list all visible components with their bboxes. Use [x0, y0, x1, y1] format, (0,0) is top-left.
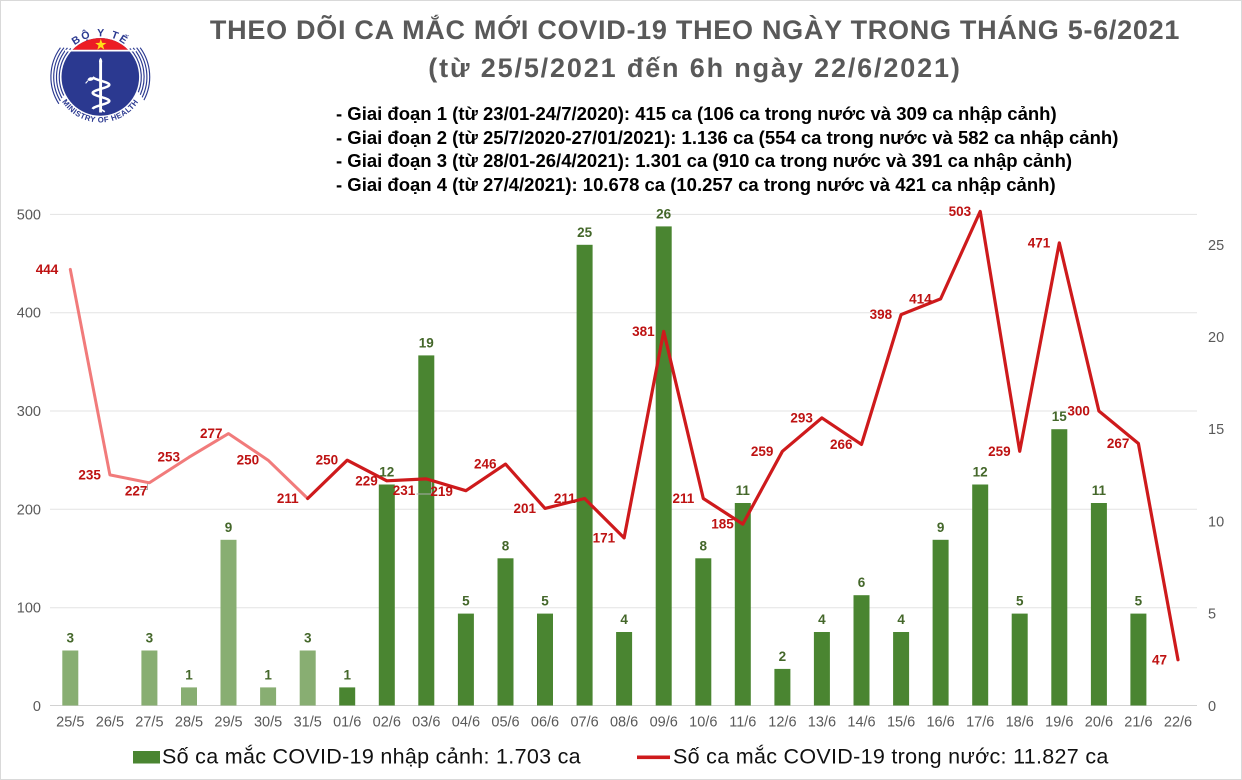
svg-text:09/6: 09/6 — [650, 715, 678, 731]
svg-text:100: 100 — [17, 601, 41, 617]
svg-text:31/5: 31/5 — [294, 715, 322, 731]
svg-text:231: 231 — [393, 483, 416, 498]
svg-text:5: 5 — [541, 594, 549, 609]
svg-text:14/6: 14/6 — [847, 715, 875, 731]
svg-text:266: 266 — [830, 437, 853, 452]
svg-text:26/5: 26/5 — [96, 715, 124, 731]
svg-text:10/6: 10/6 — [689, 715, 717, 731]
svg-text:03/6: 03/6 — [412, 715, 440, 731]
svg-text:219: 219 — [430, 484, 453, 499]
svg-text:227: 227 — [125, 483, 148, 498]
svg-text:27/5: 27/5 — [135, 715, 163, 731]
svg-text:8: 8 — [700, 538, 708, 553]
svg-text:201: 201 — [513, 501, 536, 516]
svg-text:19: 19 — [419, 335, 434, 350]
svg-text:15: 15 — [1052, 409, 1068, 424]
svg-text:8: 8 — [502, 538, 510, 553]
svg-text:47: 47 — [1152, 652, 1167, 667]
svg-text:3: 3 — [304, 631, 312, 646]
svg-text:1: 1 — [343, 667, 351, 682]
svg-text:10: 10 — [1208, 514, 1224, 530]
svg-text:0: 0 — [33, 699, 41, 715]
svg-text:07/6: 07/6 — [570, 715, 598, 731]
svg-text:15/6: 15/6 — [887, 715, 915, 731]
svg-text:06/6: 06/6 — [531, 715, 559, 731]
svg-text:Số ca mắc COVID-19 trong nước:: Số ca mắc COVID-19 trong nước: 11.827 ca — [673, 744, 1109, 769]
svg-text:02/6: 02/6 — [373, 715, 401, 731]
svg-text:18/6: 18/6 — [1006, 715, 1034, 731]
svg-text:25: 25 — [1208, 238, 1224, 254]
svg-text:5: 5 — [1208, 607, 1216, 623]
svg-text:4: 4 — [818, 612, 826, 627]
svg-text:9: 9 — [937, 520, 945, 535]
svg-text:5: 5 — [1135, 594, 1143, 609]
svg-text:503: 503 — [949, 204, 972, 219]
svg-text:246: 246 — [474, 457, 497, 472]
svg-text:3: 3 — [67, 631, 75, 646]
svg-text:25/5: 25/5 — [56, 715, 84, 731]
svg-text:30/5: 30/5 — [254, 715, 282, 731]
svg-text:300: 300 — [1067, 404, 1090, 419]
svg-text:13/6: 13/6 — [808, 715, 836, 731]
svg-text:20: 20 — [1208, 330, 1224, 346]
svg-text:9: 9 — [225, 520, 233, 535]
svg-text:300: 300 — [17, 404, 41, 420]
svg-text:259: 259 — [751, 444, 774, 459]
svg-text:11/6: 11/6 — [729, 715, 756, 731]
svg-text:229: 229 — [355, 473, 378, 488]
svg-text:267: 267 — [1107, 436, 1130, 451]
svg-text:250: 250 — [316, 453, 339, 468]
svg-text:400: 400 — [17, 306, 41, 322]
svg-text:235: 235 — [78, 467, 101, 482]
svg-text:171: 171 — [593, 530, 616, 545]
svg-text:20/6: 20/6 — [1085, 715, 1113, 731]
svg-text:08/6: 08/6 — [610, 715, 638, 731]
svg-text:12/6: 12/6 — [768, 715, 796, 731]
svg-text:21/6: 21/6 — [1124, 715, 1152, 731]
svg-text:15: 15 — [1208, 422, 1224, 438]
svg-text:253: 253 — [157, 450, 180, 465]
svg-text:28/5: 28/5 — [175, 715, 203, 731]
svg-text:4: 4 — [620, 612, 628, 627]
svg-text:381: 381 — [632, 324, 655, 339]
svg-text:259: 259 — [988, 444, 1011, 459]
svg-text:5: 5 — [1016, 594, 1024, 609]
svg-text:11: 11 — [736, 483, 751, 498]
svg-text:6: 6 — [858, 575, 866, 590]
svg-text:04/6: 04/6 — [452, 715, 480, 731]
svg-text:250: 250 — [237, 453, 260, 468]
svg-text:16/6: 16/6 — [926, 715, 954, 731]
svg-text:277: 277 — [200, 426, 223, 441]
svg-text:12: 12 — [379, 465, 394, 480]
svg-text:200: 200 — [17, 502, 41, 518]
svg-text:211: 211 — [277, 491, 299, 506]
svg-text:1: 1 — [185, 667, 193, 682]
svg-text:01/6: 01/6 — [333, 715, 361, 731]
svg-text:211: 211 — [673, 491, 695, 506]
svg-text:29/5: 29/5 — [214, 715, 242, 731]
svg-text:471: 471 — [1028, 235, 1051, 250]
svg-text:25: 25 — [577, 225, 593, 240]
svg-text:11: 11 — [1092, 483, 1107, 498]
svg-text:19/6: 19/6 — [1045, 715, 1073, 731]
svg-text:211: 211 — [554, 491, 576, 506]
svg-text:22/6: 22/6 — [1164, 715, 1192, 731]
svg-text:1: 1 — [264, 667, 272, 682]
svg-text:3: 3 — [146, 631, 154, 646]
svg-text:17/6: 17/6 — [966, 715, 994, 731]
svg-text:398: 398 — [870, 307, 893, 322]
svg-text:12: 12 — [973, 465, 988, 480]
svg-text:414: 414 — [909, 291, 932, 306]
svg-text:185: 185 — [711, 517, 734, 532]
svg-text:444: 444 — [36, 262, 59, 277]
svg-text:4: 4 — [897, 612, 905, 627]
svg-text:500: 500 — [17, 207, 41, 223]
svg-text:2: 2 — [779, 649, 787, 664]
svg-text:26: 26 — [656, 206, 672, 221]
svg-text:05/6: 05/6 — [491, 715, 519, 731]
svg-text:5: 5 — [462, 594, 470, 609]
svg-text:Số ca mắc COVID-19 nhập cảnh:: Số ca mắc COVID-19 nhập cảnh: 1.703 ca — [162, 744, 581, 769]
svg-text:0: 0 — [1208, 699, 1216, 715]
svg-text:293: 293 — [790, 410, 813, 425]
